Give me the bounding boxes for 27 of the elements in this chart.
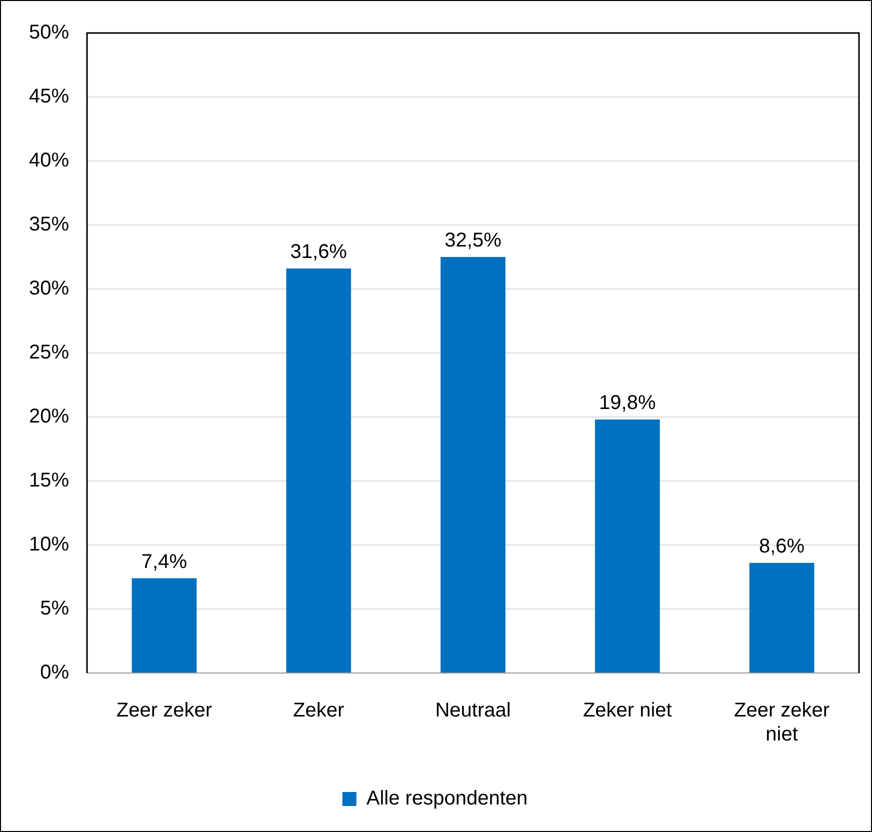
- x-tick-label: Zeer zeker: [116, 700, 212, 722]
- y-tick-label: 30%: [29, 278, 70, 300]
- bar: [440, 257, 506, 672]
- y-tick-label: 10%: [29, 534, 70, 556]
- x-tick-label: Neutraal: [435, 700, 511, 722]
- y-tick-label: 15%: [29, 470, 70, 492]
- legend-label: Alle respondenten: [366, 788, 528, 810]
- y-tick-label: 20%: [29, 406, 70, 428]
- y-tick-label: 50%: [29, 22, 70, 44]
- bar: [749, 562, 814, 672]
- data-label: 8,6%: [759, 535, 805, 558]
- data-label: 31,6%: [290, 241, 348, 264]
- bar: [286, 268, 352, 672]
- data-label: 7,4%: [141, 550, 188, 573]
- y-tick-label: 5%: [40, 598, 70, 620]
- y-tick-label: 35%: [29, 214, 70, 236]
- x-tick-label: Zeer zeker niet: [734, 700, 830, 746]
- bar: [594, 420, 660, 672]
- bar: [132, 578, 197, 672]
- y-tick-label: 25%: [29, 342, 70, 364]
- y-tick-label: 0%: [40, 662, 70, 684]
- data-label: 32,5%: [444, 230, 502, 252]
- y-tick-label: 40%: [29, 150, 70, 172]
- x-tick-label: Zeker: [293, 700, 345, 722]
- y-tick-label: 45%: [29, 86, 70, 108]
- data-label: 19,8%: [599, 392, 656, 414]
- x-tick-label: Zeker niet: [582, 700, 672, 722]
